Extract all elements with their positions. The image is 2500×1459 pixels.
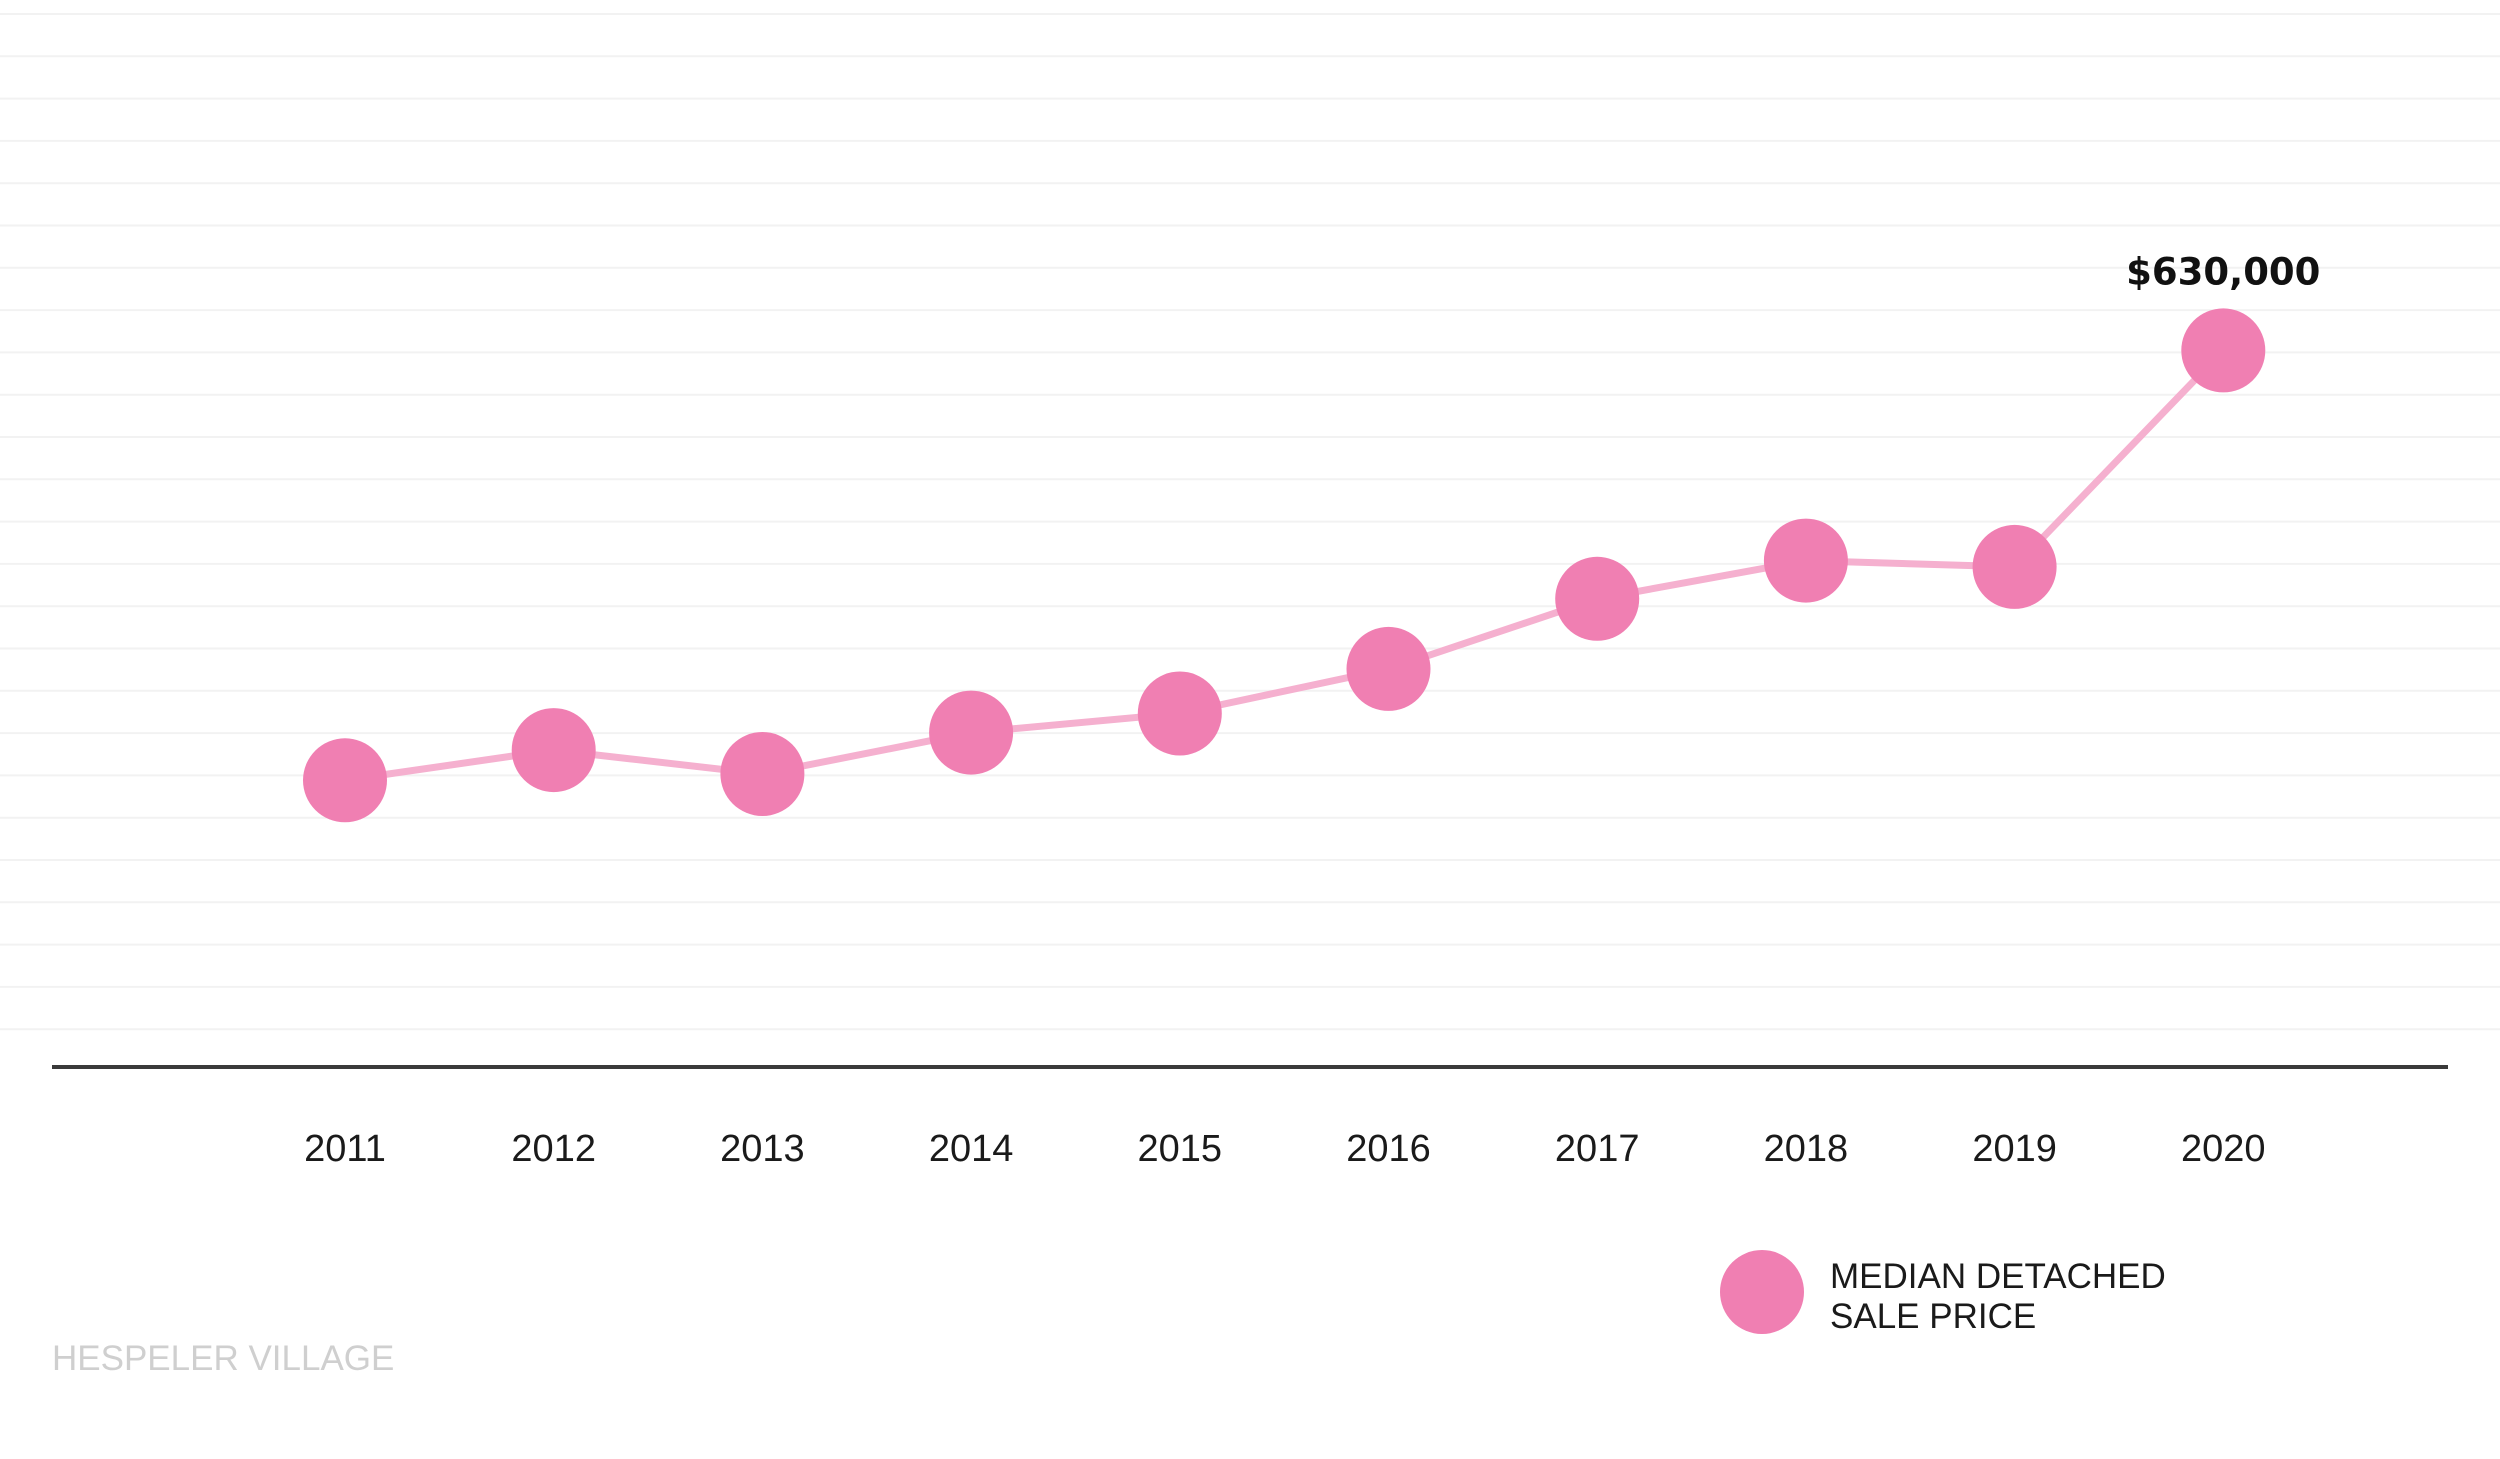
data-point-2015 xyxy=(1137,671,1222,756)
data-point-2011 xyxy=(303,738,387,823)
x-tick-label: 2016 xyxy=(1346,1128,1431,1170)
x-tick-label: 2019 xyxy=(1972,1128,2057,1170)
x-tick-label: 2020 xyxy=(2181,1128,2266,1170)
data-point-2013 xyxy=(720,732,805,816)
x-tick-label: 2013 xyxy=(720,1128,805,1170)
data-point-2016 xyxy=(1346,626,1431,711)
gridlines xyxy=(0,13,2500,1031)
data-point-2020 xyxy=(2181,308,2266,393)
legend: MEDIAN DETACHED SALE PRICE xyxy=(1720,1250,2166,1336)
data-point-2018 xyxy=(1763,518,1848,603)
legend-label-line-2: SALE PRICE xyxy=(1830,1297,2036,1336)
x-tick-label: 2012 xyxy=(511,1128,596,1170)
x-axis-tick-labels: 2011 2012 2013 2014 2015 2016 2017 2018 2019 2020 xyxy=(304,1128,2265,1170)
data-point-2017 xyxy=(1555,556,1640,641)
legend-marker xyxy=(1720,1250,1804,1334)
data-point-2019 xyxy=(1972,524,2057,609)
data-point-2014 xyxy=(929,690,1014,775)
data-point-2012 xyxy=(511,708,596,793)
data-labels: $630,000 xyxy=(2126,250,2320,293)
legend-label-line-1: MEDIAN DETACHED xyxy=(1830,1257,2166,1296)
data-label-2020: $630,000 xyxy=(2126,250,2320,293)
series-line xyxy=(341,346,2227,784)
x-tick-label: 2014 xyxy=(929,1128,1014,1170)
x-tick-label: 2017 xyxy=(1555,1128,1640,1170)
x-tick-label: 2015 xyxy=(1138,1128,1223,1170)
series-group xyxy=(303,308,2266,823)
x-tick-label: 2011 xyxy=(304,1128,386,1170)
x-tick-label: 2018 xyxy=(1764,1128,1849,1170)
neighbourhood-watermark: HESPELER VILLAGE xyxy=(52,1339,394,1378)
